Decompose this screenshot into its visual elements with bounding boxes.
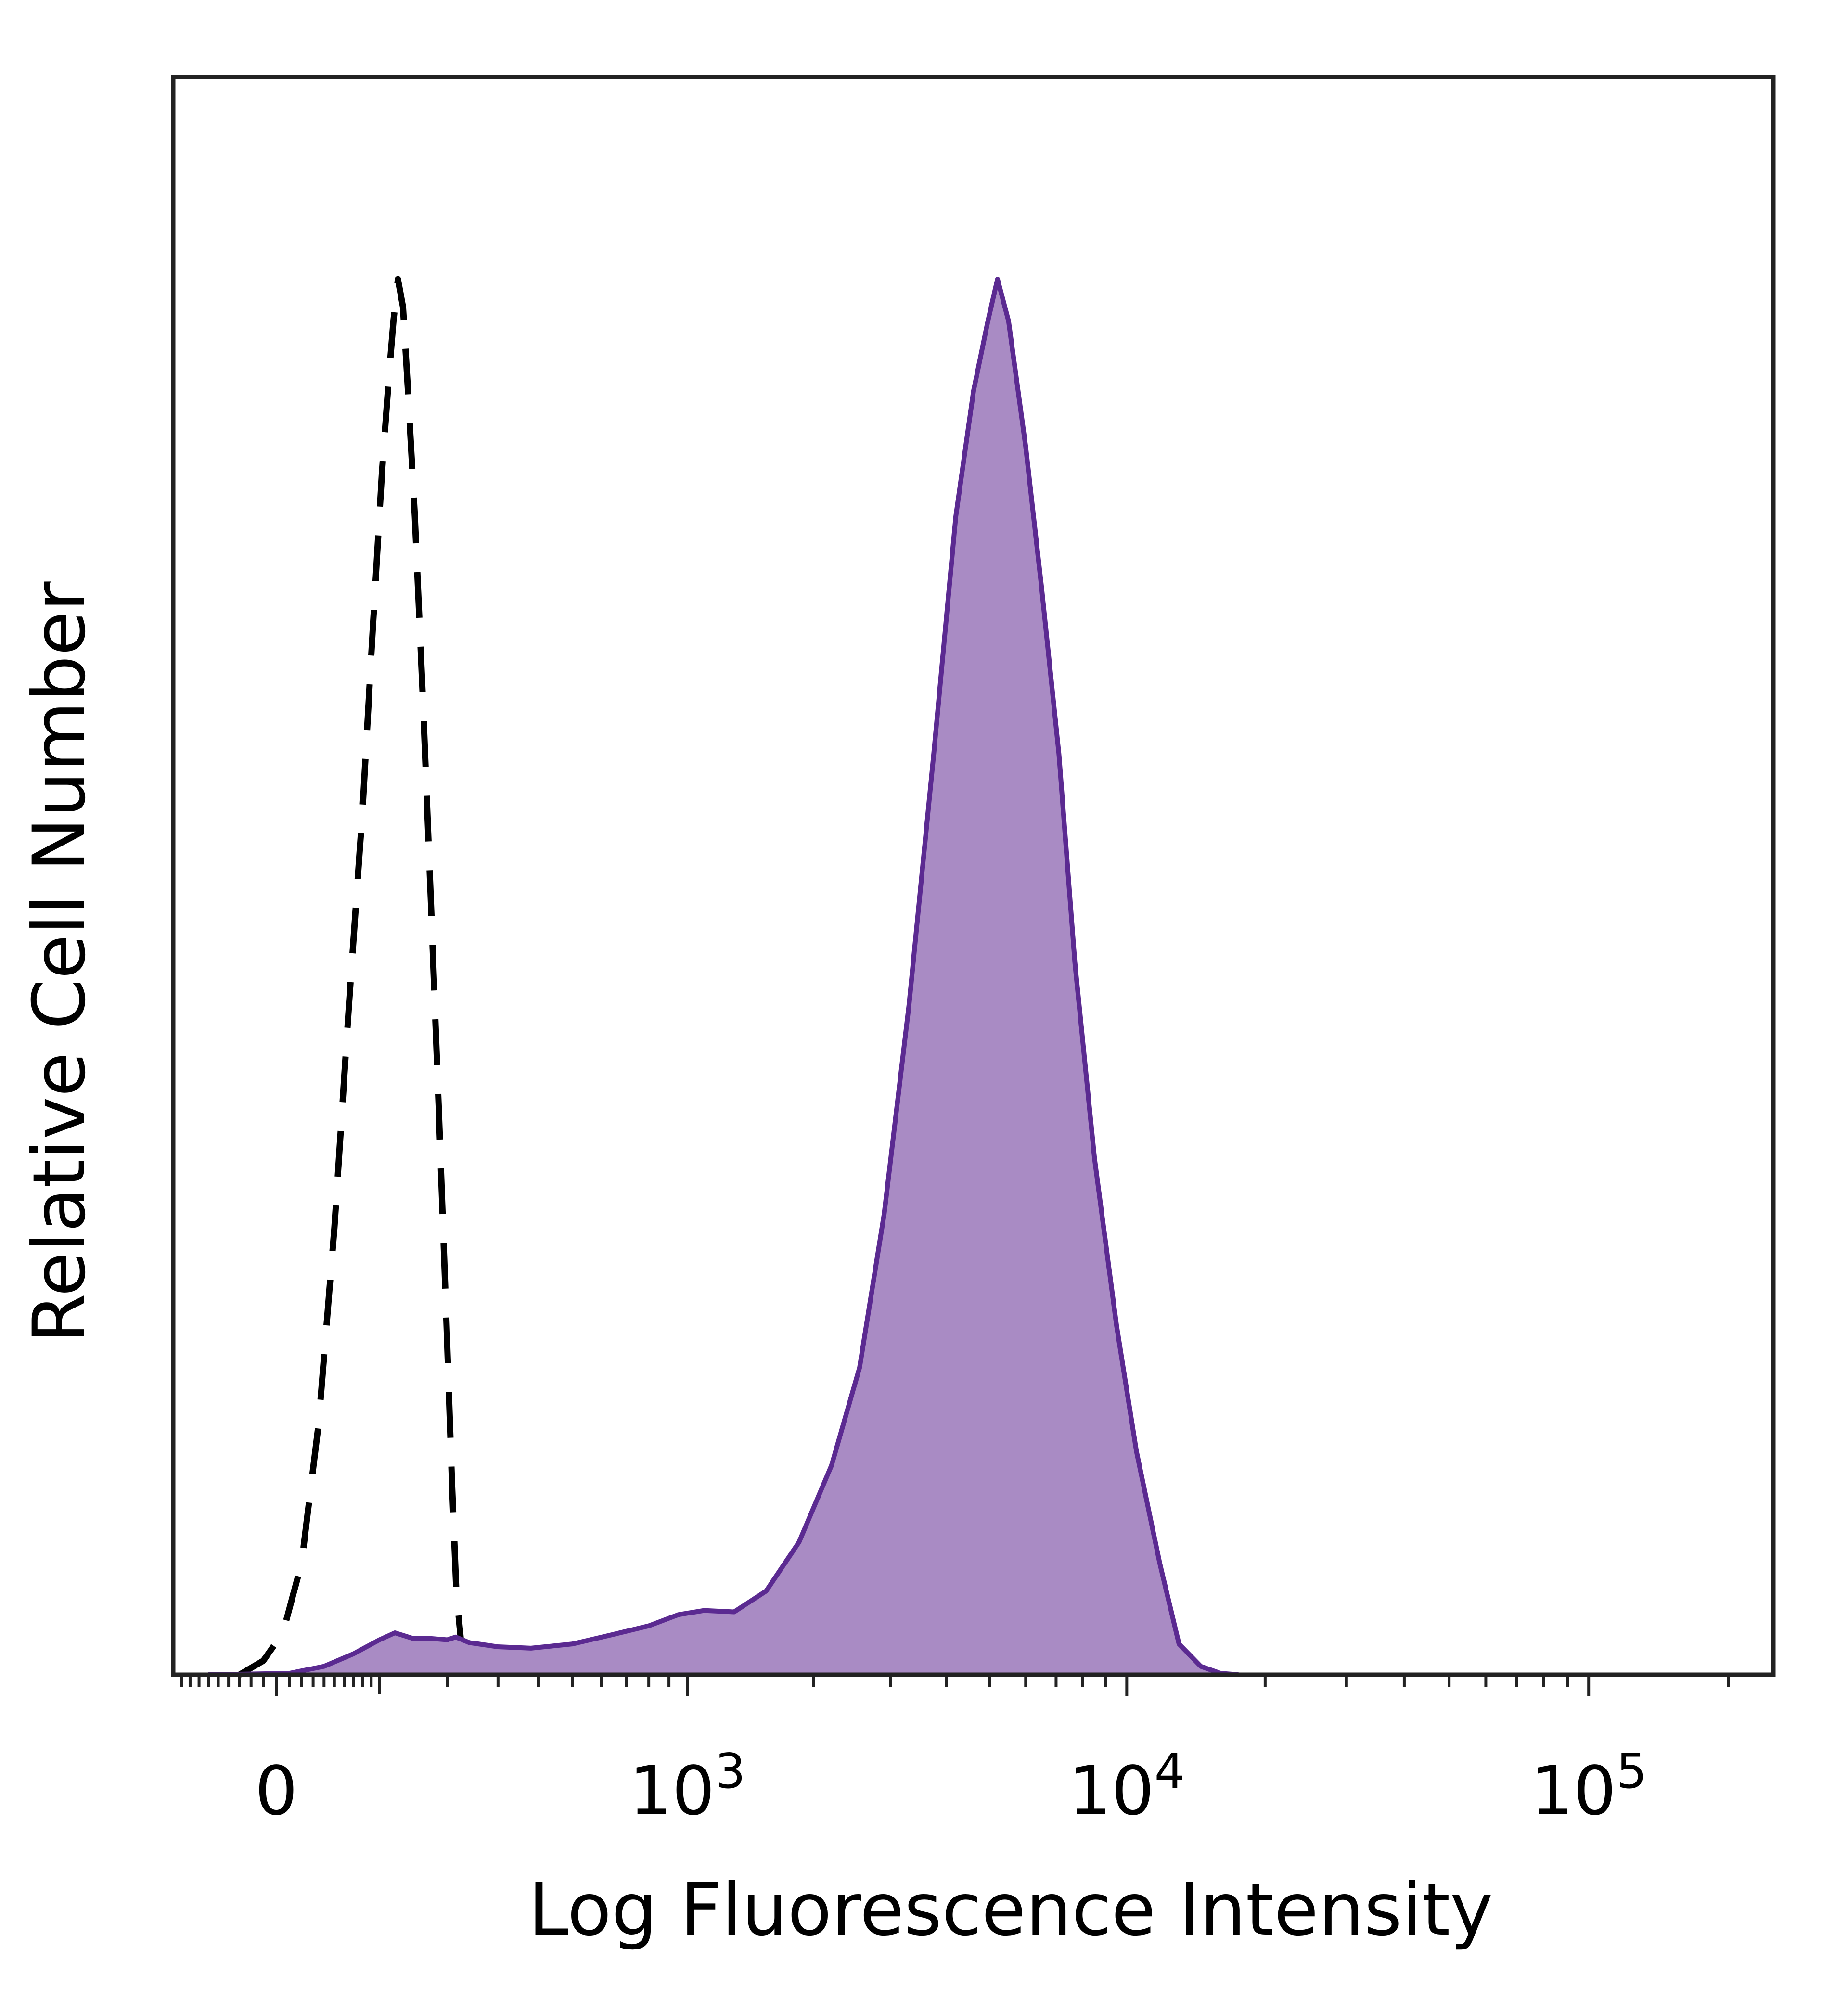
x-tick-label: 104 bbox=[1068, 1743, 1185, 1831]
series-0-line bbox=[238, 276, 482, 1678]
series-layer bbox=[208, 276, 1239, 1678]
series-1-line bbox=[208, 277, 1239, 1677]
x-tick-label: 0 bbox=[255, 1752, 298, 1831]
plot-frame bbox=[171, 75, 1776, 1677]
x-tick-layer: 0 103 104 105 bbox=[180, 1675, 1730, 1831]
y-axis-label: Relative Cell Number bbox=[18, 581, 102, 1344]
x-axis-label: Log Fluorescence Intensity bbox=[528, 1868, 1493, 1952]
series-1-area bbox=[208, 279, 1239, 1675]
x-tick-label: 103 bbox=[629, 1743, 745, 1831]
x-tick-label: 105 bbox=[1530, 1743, 1647, 1831]
